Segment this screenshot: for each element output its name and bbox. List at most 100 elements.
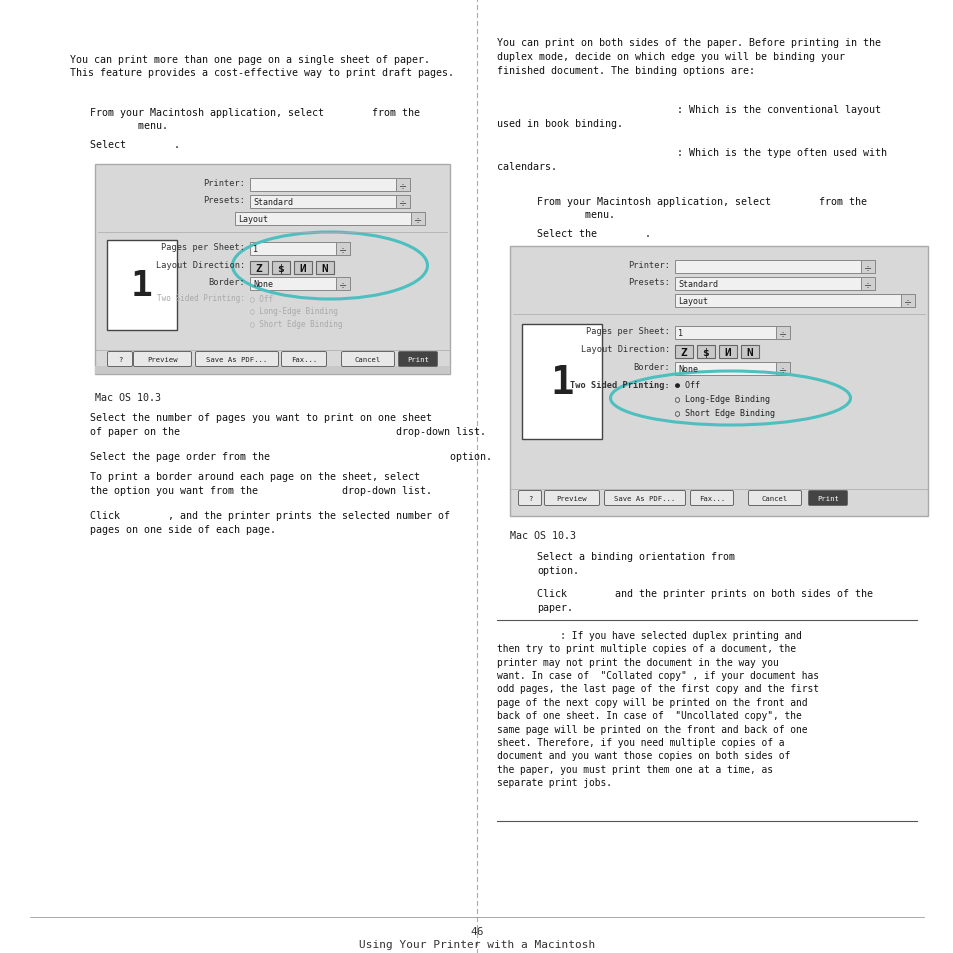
- Text: ○ Short Edge Binding: ○ Short Edge Binding: [675, 409, 774, 417]
- Text: Pages per Sheet:: Pages per Sheet:: [585, 327, 669, 335]
- Text: Z: Z: [679, 348, 687, 357]
- Text: Select a binding orientation from
option.: Select a binding orientation from option…: [537, 552, 734, 576]
- Text: Preview: Preview: [557, 496, 587, 501]
- Text: ○ Long-Edge Binding: ○ Long-Edge Binding: [675, 395, 769, 403]
- Text: ÷: ÷: [863, 280, 871, 290]
- FancyBboxPatch shape: [95, 165, 450, 375]
- FancyBboxPatch shape: [690, 491, 733, 506]
- FancyBboxPatch shape: [234, 213, 424, 226]
- Text: 1: 1: [131, 269, 152, 303]
- Text: Preview: Preview: [147, 356, 177, 363]
- FancyBboxPatch shape: [675, 277, 874, 291]
- Text: Mac OS 10.3: Mac OS 10.3: [95, 393, 161, 402]
- Text: ÷: ÷: [778, 365, 786, 375]
- Text: Standard: Standard: [678, 280, 718, 289]
- Text: 1: 1: [253, 245, 257, 253]
- FancyBboxPatch shape: [807, 491, 846, 506]
- FancyBboxPatch shape: [395, 179, 410, 192]
- Text: ○ Long-Edge Binding: ○ Long-Edge Binding: [250, 307, 337, 315]
- Text: Save As PDF...: Save As PDF...: [206, 356, 268, 363]
- Text: None: None: [678, 365, 698, 374]
- FancyBboxPatch shape: [250, 262, 268, 274]
- Text: This feature provides a cost-effective way to print draft pages.: This feature provides a cost-effective w…: [70, 68, 454, 78]
- Bar: [107, 241, 177, 331]
- Text: ÷: ÷: [398, 181, 407, 191]
- Text: ÷: ÷: [863, 263, 871, 273]
- Text: From your Macintosh application, select        from the: From your Macintosh application, select …: [537, 196, 866, 207]
- Text: Save As PDF...: Save As PDF...: [614, 496, 675, 501]
- Text: Border:: Border:: [208, 277, 245, 287]
- FancyBboxPatch shape: [335, 243, 350, 255]
- FancyBboxPatch shape: [544, 491, 598, 506]
- Text: Mac OS 10.3: Mac OS 10.3: [510, 531, 576, 540]
- FancyBboxPatch shape: [861, 261, 874, 274]
- Text: ÷: ÷: [778, 329, 786, 338]
- Text: Two Sided Printing:: Two Sided Printing:: [157, 294, 245, 303]
- Text: ÷: ÷: [338, 280, 347, 290]
- FancyBboxPatch shape: [272, 262, 290, 274]
- Text: None: None: [253, 280, 273, 289]
- Text: To print a border around each page on the sheet, select
the option you want from: To print a border around each page on th…: [90, 472, 432, 496]
- FancyBboxPatch shape: [604, 491, 685, 506]
- FancyBboxPatch shape: [315, 262, 334, 274]
- Text: Click        and the printer prints on both sides of the
paper.: Click and the printer prints on both sid…: [537, 588, 872, 613]
- FancyBboxPatch shape: [250, 195, 410, 209]
- Text: N: N: [321, 264, 328, 274]
- Bar: [521, 325, 601, 439]
- FancyBboxPatch shape: [341, 352, 395, 367]
- Text: ÷: ÷: [414, 214, 421, 225]
- Text: You can print on both sides of the paper. Before printing in the
duplex mode, de: You can print on both sides of the paper…: [497, 38, 880, 76]
- FancyBboxPatch shape: [719, 346, 737, 358]
- Text: Select the        .: Select the .: [537, 229, 650, 239]
- FancyBboxPatch shape: [900, 294, 914, 308]
- Text: ○ Short Edge Binding: ○ Short Edge Binding: [250, 319, 342, 329]
- FancyBboxPatch shape: [518, 491, 541, 506]
- FancyBboxPatch shape: [675, 261, 874, 274]
- Text: ○ Off: ○ Off: [250, 294, 273, 303]
- FancyBboxPatch shape: [510, 247, 927, 517]
- Text: Presets:: Presets:: [627, 277, 669, 287]
- Text: ÷: ÷: [398, 198, 407, 208]
- Text: И: И: [724, 348, 731, 357]
- Text: Using Your Printer with a Macintosh: Using Your Printer with a Macintosh: [358, 939, 595, 949]
- FancyBboxPatch shape: [675, 346, 692, 358]
- Text: $: $: [277, 264, 284, 274]
- Text: Printer:: Printer:: [203, 179, 245, 188]
- Text: Two Sided Printing:: Two Sided Printing:: [570, 380, 669, 390]
- Text: Presets:: Presets:: [203, 195, 245, 205]
- FancyBboxPatch shape: [740, 346, 759, 358]
- FancyBboxPatch shape: [775, 327, 789, 339]
- FancyBboxPatch shape: [108, 352, 132, 367]
- Text: Select the page order from the                              option.: Select the page order from the option.: [90, 452, 492, 461]
- FancyBboxPatch shape: [250, 277, 350, 291]
- Text: ÷: ÷: [903, 296, 911, 307]
- FancyBboxPatch shape: [748, 491, 801, 506]
- Text: : Which is the conventional layout
used in book binding.: : Which is the conventional layout used …: [497, 105, 880, 129]
- Text: Click        , and the printer prints the selected number of
pages on one side o: Click , and the printer prints the selec…: [90, 511, 450, 535]
- Text: 1: 1: [678, 329, 682, 337]
- Text: ÷: ÷: [338, 245, 347, 254]
- Text: Z: Z: [255, 264, 262, 274]
- Text: 46: 46: [470, 926, 483, 936]
- Text: : If you have selected duplex printing and
then try to print multiple copies of : : If you have selected duplex printing a…: [497, 630, 818, 787]
- Text: Border:: Border:: [633, 363, 669, 372]
- Text: menu.: menu.: [90, 121, 168, 131]
- Text: Cancel: Cancel: [761, 496, 787, 501]
- FancyBboxPatch shape: [697, 346, 714, 358]
- Text: Print: Print: [816, 496, 838, 501]
- Text: : Which is the type often used with
calendars.: : Which is the type often used with cale…: [497, 148, 886, 172]
- Text: Layout Direction:: Layout Direction:: [155, 261, 245, 270]
- Text: Cancel: Cancel: [355, 356, 381, 363]
- Text: From your Macintosh application, select        from the: From your Macintosh application, select …: [90, 108, 419, 118]
- Text: Select the number of pages you want to print on one sheet
of paper on the       : Select the number of pages you want to p…: [90, 413, 485, 436]
- Text: Layout Direction:: Layout Direction:: [580, 345, 669, 354]
- Text: You can print more than one page on a single sheet of paper.: You can print more than one page on a si…: [70, 55, 430, 65]
- Text: Layout: Layout: [678, 296, 707, 306]
- FancyBboxPatch shape: [675, 294, 914, 308]
- FancyBboxPatch shape: [195, 352, 278, 367]
- Text: ?: ?: [117, 356, 122, 363]
- FancyBboxPatch shape: [675, 363, 789, 375]
- FancyBboxPatch shape: [335, 277, 350, 291]
- Text: Printer:: Printer:: [627, 261, 669, 270]
- Text: Fax...: Fax...: [699, 496, 724, 501]
